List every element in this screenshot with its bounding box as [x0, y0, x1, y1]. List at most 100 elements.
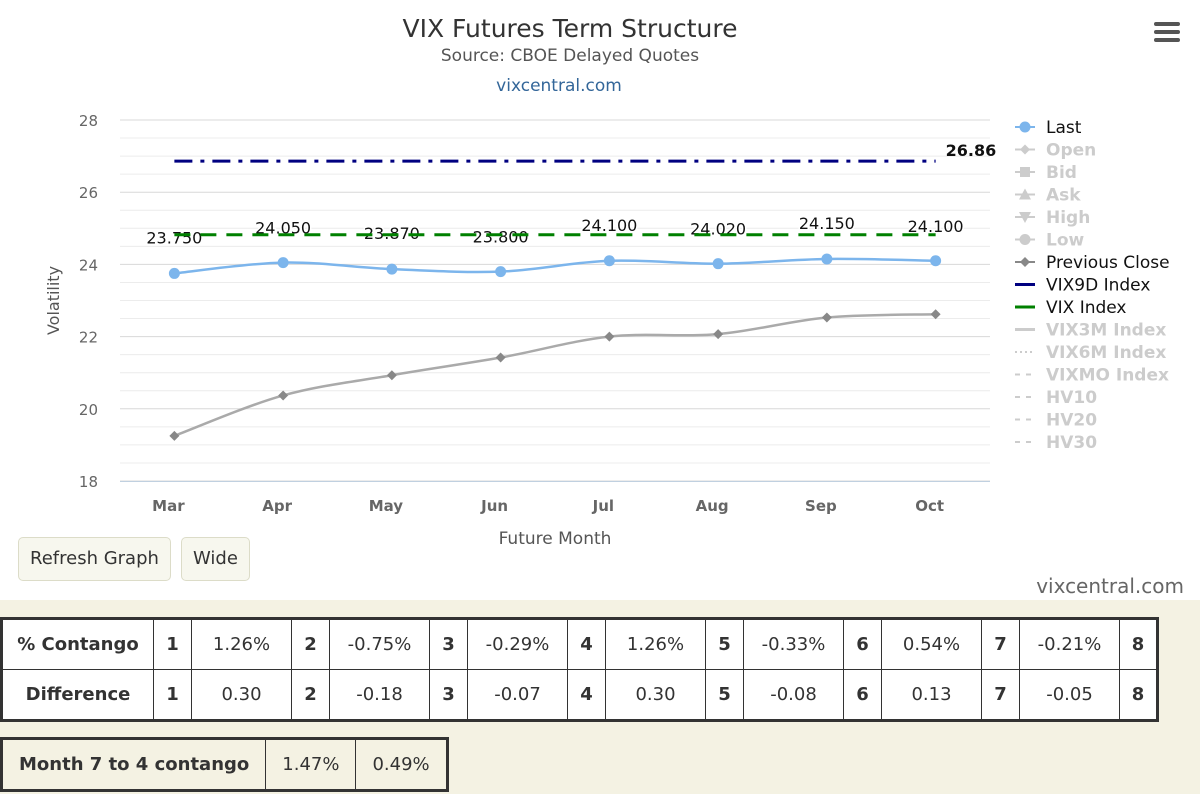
- legend-marker: [1020, 144, 1030, 155]
- legend-item-vix-index[interactable]: VIX Index: [1015, 298, 1127, 318]
- legend-marker: [1019, 121, 1031, 133]
- series-line: [174, 257, 936, 275]
- legend-label: Ask: [1046, 186, 1081, 206]
- data-point: [277, 257, 289, 269]
- data-point: [603, 255, 615, 267]
- x-tick-label: Jul: [592, 497, 614, 515]
- data-point: [278, 390, 289, 401]
- x-axis-title: Future Month: [499, 529, 612, 549]
- legend-label: VIX3M Index: [1046, 321, 1166, 341]
- legend-item-vixmo-index[interactable]: VIXMO Index: [1015, 366, 1169, 386]
- data-label: 24.050: [255, 219, 311, 238]
- legend-marker: [1020, 257, 1030, 267]
- hamburger-menu-icon[interactable]: [1154, 22, 1180, 44]
- legend-item-vix9d-index[interactable]: VIX9D Index: [1015, 276, 1150, 296]
- legend-item-hv20[interactable]: HV20: [1015, 411, 1097, 431]
- legend-label: Low: [1046, 231, 1085, 251]
- month-number-cell: 3: [429, 669, 468, 721]
- y-tick-label: 20: [79, 401, 98, 419]
- value-cell: 0.13: [881, 669, 982, 721]
- legend-marker: [1020, 167, 1030, 177]
- x-tick-label: Mar: [152, 497, 185, 515]
- month-number-cell: 7: [981, 669, 1020, 721]
- value-cell: -0.08: [743, 669, 844, 721]
- legend-item-hv10[interactable]: HV10: [1015, 388, 1097, 408]
- legend-label: VIX9D Index: [1046, 276, 1150, 296]
- series-line: [173, 312, 936, 438]
- x-tick-label: May: [369, 497, 404, 515]
- data-point: [386, 263, 398, 275]
- tables-area: % Contango 1 1.26% 2 -0.75% 3 -0.29% 4 1.26% 5 -0.…: [0, 600, 1200, 794]
- y-axis-title: Volatility: [44, 266, 63, 335]
- legend-item-vix6m-index[interactable]: VIX6M Index: [1015, 343, 1166, 363]
- data-label: 23.800: [473, 228, 529, 247]
- month-number-cell: 2: [291, 669, 330, 721]
- legend-item-ask[interactable]: Ask: [1015, 186, 1081, 206]
- table-cell: 1.47%: [265, 738, 357, 791]
- legend-marker: [1019, 212, 1031, 223]
- chart-title: VIX Futures Term Structure: [403, 14, 738, 43]
- data-point: [604, 331, 615, 342]
- legend-item-vix3m-index[interactable]: VIX3M Index: [1015, 321, 1166, 341]
- series-end-label: 26.86: [946, 141, 997, 160]
- legend-item-bid[interactable]: Bid: [1015, 163, 1077, 183]
- legend-label: Bid: [1046, 163, 1077, 183]
- row-label: Month 7 to 4 contango: [0, 738, 267, 791]
- value-cell: -0.75%: [329, 618, 430, 670]
- grid-lines: [120, 119, 990, 482]
- value-cell: 0.54%: [881, 618, 982, 670]
- value-cell: 0.30: [191, 669, 292, 721]
- y-tick-label: 24: [79, 256, 98, 274]
- value-cell: -0.07: [467, 669, 568, 721]
- x-tick-label: Apr: [262, 497, 292, 515]
- legend-label: Open: [1046, 141, 1096, 161]
- legend-marker: [1019, 188, 1031, 200]
- value-cell: -0.18: [329, 669, 430, 721]
- y-tick-label: 26: [79, 184, 98, 202]
- y-tick-label: 18: [79, 473, 98, 491]
- table-cell: 0.49%: [355, 738, 448, 791]
- y-tick-label: 22: [79, 329, 98, 347]
- x-tick-label: Sep: [805, 497, 837, 515]
- legend-label: Last: [1046, 118, 1082, 138]
- month-number-cell: 4: [567, 618, 606, 670]
- data-point: [168, 267, 180, 279]
- month-number-cell: 8: [1119, 669, 1158, 721]
- data-point: [386, 370, 397, 381]
- legend-item-hv30[interactable]: HV30: [1015, 433, 1097, 453]
- x-tick-label: Oct: [915, 497, 944, 515]
- legend-item-low[interactable]: Low: [1015, 231, 1085, 251]
- data-point: [712, 258, 724, 270]
- legend-item-previous-close[interactable]: Previous Close: [1015, 253, 1170, 273]
- legend-label: HV30: [1046, 433, 1097, 453]
- data-point: [495, 266, 507, 278]
- chart-credit-link: vixcentral.com: [496, 76, 622, 96]
- legend-label: Previous Close: [1046, 253, 1170, 273]
- legend-label: HV10: [1046, 388, 1097, 408]
- data-point: [930, 255, 942, 267]
- legend-label: High: [1046, 208, 1090, 228]
- legend-label: HV20: [1046, 411, 1097, 431]
- legend-item-last[interactable]: Last: [1015, 118, 1082, 138]
- value-cell: -0.05: [1019, 669, 1120, 721]
- legend-label: VIX Index: [1046, 298, 1127, 318]
- legend-item-open[interactable]: Open: [1015, 141, 1096, 161]
- month-number-cell: 3: [429, 618, 468, 670]
- table-row: Difference 1 0.30 2 -0.18 3 -0.07 4 0.30 5 -0.08 6 0…: [1, 669, 1158, 721]
- table-row: Month 7 to 4 contango 1.47% 0.49%: [0, 738, 448, 791]
- data-point: [821, 253, 833, 265]
- series-previous-close: [169, 309, 941, 441]
- row-label: Difference: [1, 669, 154, 721]
- data-point: [495, 352, 506, 363]
- month-number-cell: 5: [705, 618, 744, 670]
- legend-item-high[interactable]: High: [1015, 208, 1090, 228]
- month-number-cell: 2: [291, 618, 330, 670]
- data-label: 24.150: [799, 214, 855, 233]
- wide-button[interactable]: Wide: [181, 537, 250, 581]
- refresh-graph-button[interactable]: Refresh Graph: [18, 537, 171, 581]
- value-cell: 1.26%: [191, 618, 292, 670]
- chart-area: VIX Futures Term Structure Source: CBOE D…: [18, 14, 1184, 598]
- month-number-cell: 6: [843, 669, 882, 721]
- month-number-cell: 6: [843, 618, 882, 670]
